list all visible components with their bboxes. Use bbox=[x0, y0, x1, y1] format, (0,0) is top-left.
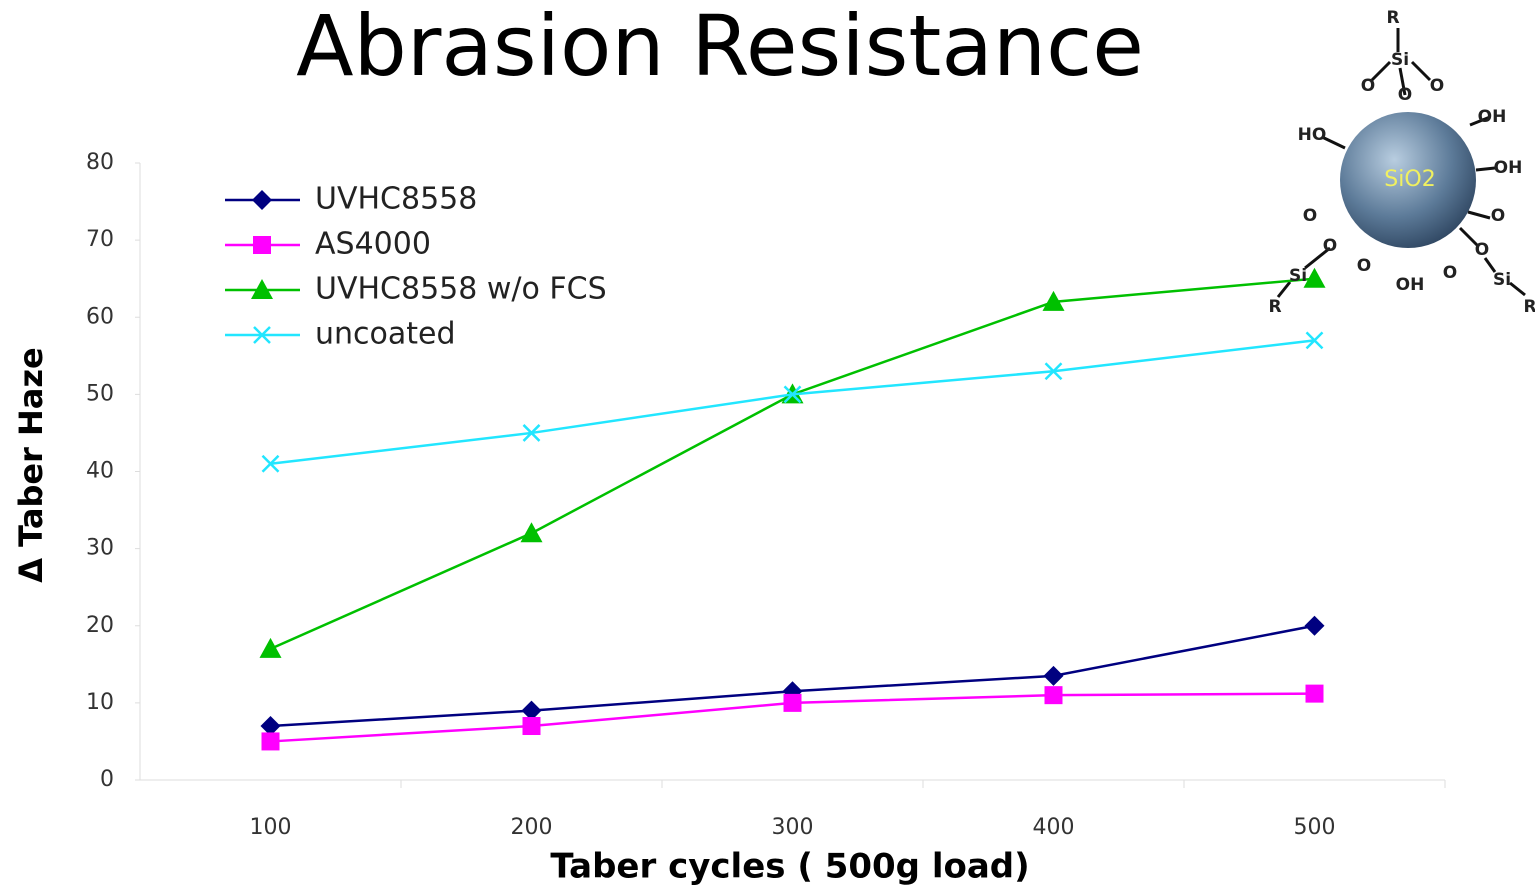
molecule-label: O bbox=[1430, 76, 1444, 96]
molecule-label: O bbox=[1443, 263, 1457, 283]
data-point bbox=[1044, 666, 1064, 686]
data-point bbox=[1045, 686, 1063, 704]
y-tick-label: 10 bbox=[86, 690, 114, 715]
y-tick-label: 70 bbox=[86, 227, 114, 252]
legend-label: uncoated bbox=[315, 317, 456, 352]
molecule-label: O bbox=[1491, 206, 1505, 226]
legend-marker bbox=[252, 190, 272, 210]
x-tick-label: 300 bbox=[772, 815, 814, 840]
data-point bbox=[784, 694, 802, 712]
legend-label: UVHC8558 w/o FCS bbox=[315, 272, 607, 307]
x-tick-label: 100 bbox=[250, 815, 292, 840]
molecule-label: OH bbox=[1396, 275, 1425, 295]
molecule-label: R bbox=[1386, 8, 1399, 28]
molecule-label: OH bbox=[1478, 107, 1507, 127]
x-tick-label: 400 bbox=[1033, 815, 1075, 840]
molecule-label: Si bbox=[1493, 270, 1511, 290]
molecule-label: O bbox=[1398, 85, 1412, 105]
data-point bbox=[1305, 616, 1325, 636]
chart: Abrasion Resistance Taber cycles ( 500g … bbox=[0, 0, 1535, 892]
data-point bbox=[1306, 685, 1324, 703]
y-axis-label: Δ Taber Haze bbox=[12, 347, 50, 582]
chart-title: Abrasion Resistance bbox=[296, 0, 1144, 95]
y-tick-label: 40 bbox=[86, 459, 114, 484]
molecule-label: Si bbox=[1289, 266, 1307, 286]
x-tick-label: 200 bbox=[511, 815, 553, 840]
molecule-label: O bbox=[1303, 206, 1317, 226]
molecule-label: OH bbox=[1494, 158, 1523, 178]
y-tick-label: 60 bbox=[86, 304, 114, 329]
legend-marker bbox=[253, 236, 271, 254]
page: Abrasion Resistance Taber cycles ( 500g … bbox=[0, 0, 1535, 892]
x-tick-label: 500 bbox=[1294, 815, 1336, 840]
data-point bbox=[262, 732, 280, 750]
molecule-label: O bbox=[1475, 240, 1489, 260]
data-point bbox=[521, 522, 543, 542]
y-tick-label: 20 bbox=[86, 613, 114, 638]
molecule-label: O bbox=[1361, 76, 1375, 96]
data-point bbox=[260, 638, 282, 658]
y-tick-label: 80 bbox=[86, 150, 114, 175]
y-tick-label: 0 bbox=[100, 767, 114, 792]
y-tick-label: 30 bbox=[86, 536, 114, 561]
diagram-center-label: SiO2 bbox=[1384, 167, 1435, 192]
molecule-label: R bbox=[1523, 297, 1535, 317]
data-point bbox=[523, 717, 541, 735]
x-axis-label: Taber cycles ( 500g load) bbox=[550, 847, 1029, 887]
legend-label: UVHC8558 bbox=[315, 182, 477, 217]
legend-label: AS4000 bbox=[315, 227, 431, 262]
molecule-label: R bbox=[1268, 297, 1281, 317]
molecule-label: HO bbox=[1298, 125, 1327, 145]
molecule-label: Si bbox=[1391, 50, 1409, 70]
molecule-label: O bbox=[1323, 236, 1337, 256]
molecule-label: O bbox=[1357, 256, 1371, 276]
y-tick-label: 50 bbox=[86, 381, 114, 406]
